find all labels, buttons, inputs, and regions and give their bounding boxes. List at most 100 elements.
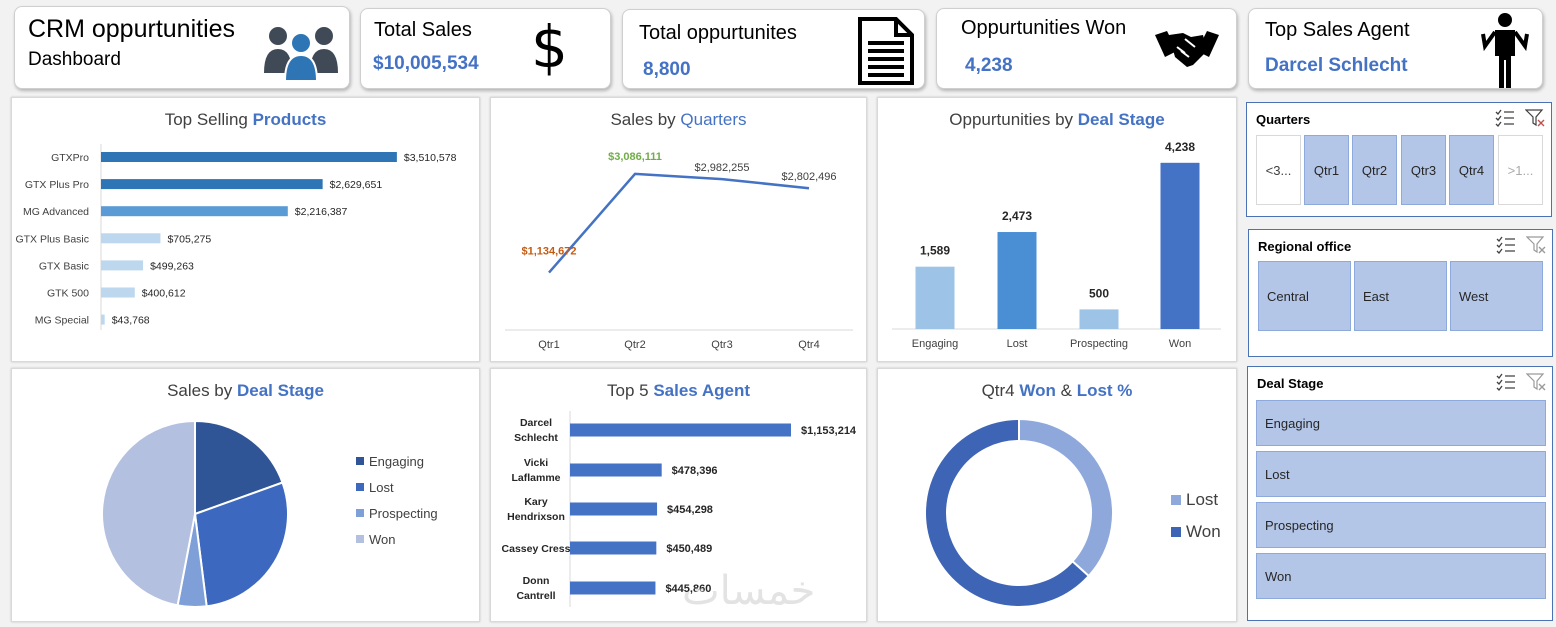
sales-by-quarters-panel: Sales by Quarters $1,134,672 Qtr1 $3,086,1… <box>490 97 867 362</box>
bar <box>1079 309 1119 329</box>
won-lost-legend: Lost Won <box>1171 484 1221 548</box>
legend-item: Lost <box>356 474 438 500</box>
top-sales-agents-chart: $1,153,214 Darcel Schlecht $478,396 Vicki Laf… <box>502 411 857 607</box>
regional-office-slicer-item[interactable]: West <box>1450 261 1543 331</box>
category-label: GTXPro <box>51 152 89 164</box>
quarter-slicer-item[interactable]: Qtr1 <box>1304 135 1349 205</box>
legend-item: Engaging <box>356 448 438 474</box>
data-label: $454,298 <box>667 504 713 516</box>
deal-stage-slicer-item[interactable]: Engaging <box>1256 400 1546 446</box>
bar <box>570 541 657 555</box>
legend-swatch-prospecting <box>356 509 364 517</box>
quarters-slicer: Quarters <3... Qtr1 Qtr2 Qtr3 Qtr4 >1... <box>1246 102 1552 217</box>
category-label: GTK 500 <box>47 288 89 300</box>
data-label: $445,860 <box>665 583 711 595</box>
top-products-title: Top Selling Products <box>164 110 327 129</box>
total-opportunities-card: Total oppurtunites 8,800 <box>622 9 925 89</box>
total-sales-value: $10,005,534 <box>373 53 479 74</box>
quarter-slicer-item[interactable]: >1... <box>1498 135 1543 205</box>
bar <box>101 260 144 271</box>
data-label: $2,802,496 <box>781 171 836 183</box>
dashboard-subtitle: Dashboard <box>28 49 121 70</box>
data-label: $705,275 <box>167 233 211 245</box>
category-label: GTX Plus Pro <box>25 179 89 191</box>
donut-slice <box>1018 417 1114 578</box>
category-label: Qtr4 <box>798 339 819 351</box>
multi-select-icon[interactable] <box>1496 373 1516 391</box>
deal-stage-slicer: Deal Stage Engaging Lost Prospecting Won <box>1247 366 1553 621</box>
clear-filter-icon[interactable] <box>1525 109 1545 127</box>
category-label: Engaging <box>912 338 959 350</box>
regional-office-slicer-item[interactable]: Central <box>1258 261 1351 331</box>
series-line <box>548 172 810 274</box>
bar <box>101 179 323 190</box>
quarters-slicer-title: Quarters <box>1256 112 1311 127</box>
top-products-panel: Top Selling Products GTXPro $3,510,578 GTX… <box>11 97 480 362</box>
category-label: Cantrell <box>516 590 555 602</box>
multi-select-icon[interactable] <box>1496 236 1516 254</box>
opportunities-won-label: Oppurtunities Won <box>961 17 1127 39</box>
document-icon <box>858 17 914 85</box>
legend-swatch-engaging <box>356 457 364 465</box>
top-sales-agent-card: Top Sales Agent Darcel Schlecht <box>1248 8 1543 89</box>
category-label: Hendrixson <box>507 511 565 523</box>
top-sales-agent-value: Darcel Schlecht <box>1265 55 1408 76</box>
watermark-logo: خمسات <box>682 568 816 614</box>
handshake-icon <box>1155 31 1219 67</box>
data-label: $1,153,214 <box>801 425 857 437</box>
category-label: GTX Basic <box>39 260 89 272</box>
pie-slice <box>194 419 284 516</box>
opps-by-deal-stage-chart: 1,589 Engaging 2,473 Lost 500 Prospecting 4,23… <box>892 140 1221 350</box>
sales-by-deal-stage-legend: Engaging Lost Prospecting Won <box>356 448 438 552</box>
clear-filter-icon[interactable] <box>1526 373 1546 391</box>
bar <box>570 502 658 516</box>
deal-stage-slicer-item[interactable]: Prospecting <box>1256 502 1546 548</box>
category-label: Prospecting <box>1070 338 1128 350</box>
donut-slice <box>924 417 1091 608</box>
top-sales-agents-title: Top 5 Sales Agent <box>607 381 750 400</box>
legend-swatch-won <box>356 535 364 543</box>
dashboard-title: CRM oppurtunities <box>28 15 236 43</box>
data-label: 4,238 <box>1165 140 1195 154</box>
data-label: $400,612 <box>142 288 186 300</box>
data-label: $450,489 <box>666 543 712 555</box>
category-label: Kary <box>524 496 548 508</box>
quarter-slicer-item[interactable]: Qtr4 <box>1449 135 1494 205</box>
clear-filter-icon[interactable] <box>1526 236 1546 254</box>
quarter-slicer-item[interactable]: <3... <box>1256 135 1301 205</box>
bar <box>915 266 955 329</box>
top-sales-agents-panel: Top 5 Sales Agent $1,153,214 Darcel Schlec… <box>490 368 867 622</box>
deal-stage-slicer-item[interactable]: Lost <box>1256 451 1546 497</box>
won-lost-chart <box>924 417 1114 608</box>
category-label: Cassey Cress <box>502 543 571 555</box>
category-label: Qtr3 <box>711 339 732 351</box>
deal-stage-slicer-item[interactable]: Won <box>1256 553 1546 599</box>
data-label: $2,982,255 <box>694 162 749 174</box>
category-label: Vicki <box>524 457 548 469</box>
category-label: Lost <box>1007 338 1028 350</box>
total-opportunities-value: 8,800 <box>643 59 691 80</box>
top-sales-agent-label: Top Sales Agent <box>1265 19 1410 41</box>
bar <box>570 423 791 437</box>
quarter-slicer-item[interactable]: Qtr2 <box>1352 135 1397 205</box>
multi-select-icon[interactable] <box>1495 109 1515 127</box>
data-label: $3,086,111 <box>608 151 662 163</box>
quarter-slicer-item[interactable]: Qtr3 <box>1401 135 1446 205</box>
data-label: 2,473 <box>1002 209 1032 223</box>
sales-by-deal-stage-panel: Sales by Deal Stage Engaging Lost Prospe… <box>11 368 480 622</box>
data-label: $3,510,578 <box>404 152 457 164</box>
legend-item: Prospecting <box>356 500 438 526</box>
dashboard-title-card: CRM oppurtunities Dashboard <box>14 6 350 89</box>
top-products-chart: GTXPro $3,510,578 GTX Plus Pro $2,629,651 MG… <box>15 144 457 330</box>
bar <box>997 232 1037 329</box>
category-label: GTX Plus Basic <box>15 233 89 245</box>
opps-by-deal-stage-panel: Oppurtunities by Deal Stage 1,589 Engagin… <box>877 97 1237 362</box>
bar <box>101 287 135 298</box>
pie-slice <box>101 419 196 607</box>
data-label: $499,263 <box>150 260 194 272</box>
legend-swatch-won <box>1171 527 1181 537</box>
category-label: Laflamme <box>511 472 560 484</box>
data-label: $2,216,387 <box>295 206 348 218</box>
bar <box>101 314 105 325</box>
regional-office-slicer-item[interactable]: East <box>1354 261 1447 331</box>
